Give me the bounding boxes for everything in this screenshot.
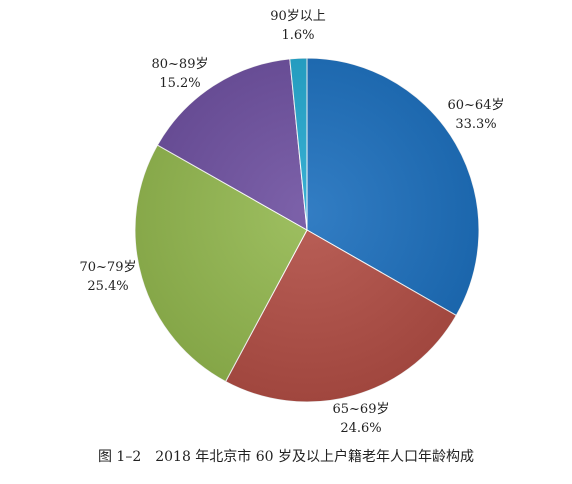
pie-chart: 60~64岁 33.3% 65~69岁 24.6% 70~79岁 25.4% 80~89岁 1… xyxy=(80,9,505,436)
slice-value-label: 15.2% xyxy=(159,76,200,91)
slice-value-label: 24.6% xyxy=(340,421,381,436)
figure-caption: 图 1–2 2018 年北京市 60 岁及以上户籍老年人口年龄构成 xyxy=(97,449,475,465)
slice-value-label: 1.6% xyxy=(281,28,314,43)
slice-category-label: 65~69岁 xyxy=(333,402,390,417)
slice-value-label: 33.3% xyxy=(455,117,496,132)
pie-slices xyxy=(134,57,480,403)
slice-category-label: 80~89岁 xyxy=(152,57,209,72)
slice-category-label: 60~64岁 xyxy=(448,98,505,113)
slice-value-label: 25.4% xyxy=(87,279,128,294)
pie-labels: 60~64岁 33.3% 65~69岁 24.6% 70~79岁 25.4% 80~89岁 1… xyxy=(80,9,505,436)
slice-category-label: 70~79岁 xyxy=(80,260,137,275)
slice-category-label: 90岁以上 xyxy=(270,9,326,24)
